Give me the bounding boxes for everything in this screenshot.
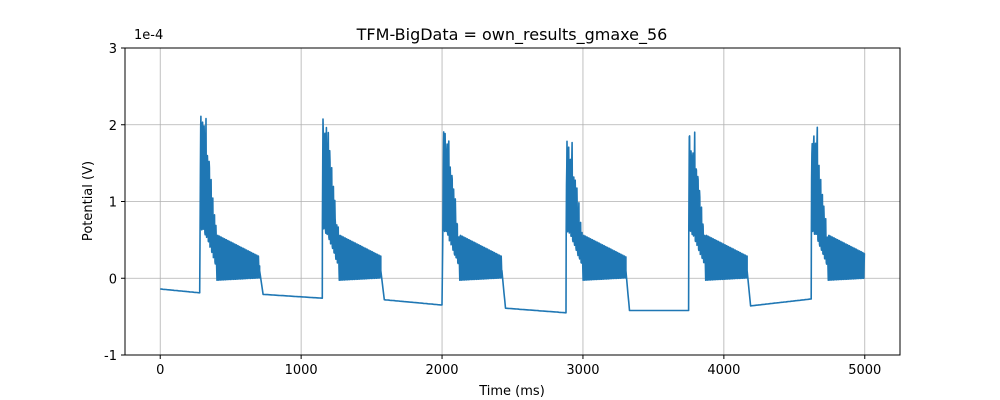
x-tick-label: 5000 — [848, 363, 881, 378]
y-tick-label: 1 — [109, 196, 117, 211]
x-tick-label: 2000 — [425, 363, 458, 378]
y-axis-ticks: -1 0 1 2 3 — [104, 42, 125, 364]
y-tick-label: 3 — [109, 42, 117, 57]
x-tick-label: 4000 — [707, 363, 740, 378]
y-tick-label: 0 — [109, 272, 117, 287]
x-tick-label: 3000 — [566, 363, 599, 378]
y-tick-label: 2 — [109, 119, 117, 134]
x-axis-label: Time (ms) — [478, 384, 545, 399]
y-tick-label: -1 — [104, 349, 117, 364]
y-offset-text: 1e-4 — [134, 28, 163, 43]
y-axis-label: Potential (V) — [81, 161, 96, 241]
x-tick-label: 1000 — [285, 363, 318, 378]
potential-line — [160, 115, 866, 314]
x-tick-label: 0 — [156, 363, 164, 378]
series-potential — [160, 115, 866, 314]
x-axis-ticks: 0 1000 2000 3000 4000 5000 — [156, 355, 881, 378]
chart-title: TFM-BigData = own_results_gmaxe_56 — [356, 25, 668, 45]
